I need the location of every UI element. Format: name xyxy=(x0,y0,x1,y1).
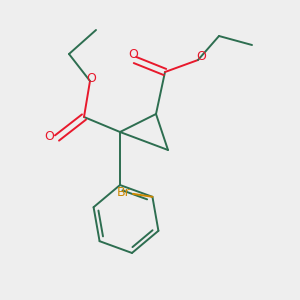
Text: O: O xyxy=(129,48,138,61)
Text: O: O xyxy=(87,71,96,85)
Text: O: O xyxy=(45,130,54,143)
Text: O: O xyxy=(196,50,206,63)
Text: Br: Br xyxy=(117,186,131,199)
